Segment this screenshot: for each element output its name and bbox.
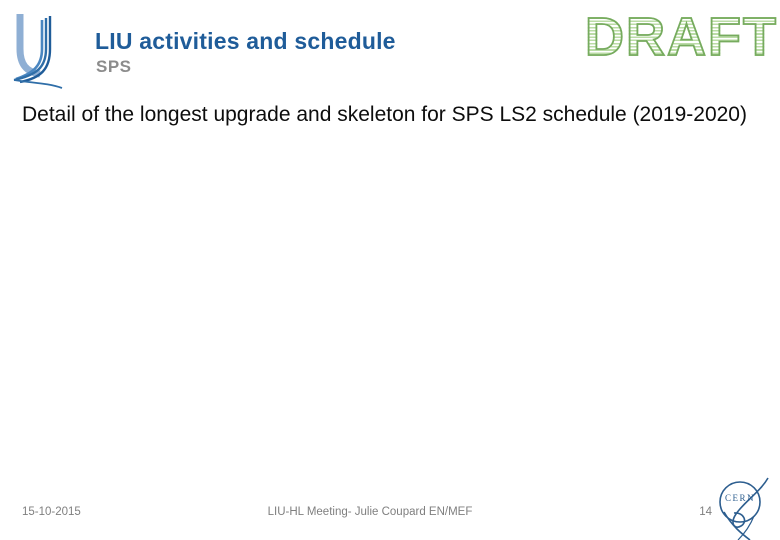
- footer-meeting: LIU-HL Meeting- Julie Coupard EN/MEF: [267, 506, 473, 518]
- footer-date: 15-10-2015: [22, 506, 81, 518]
- cern-logo-label: CERN: [725, 493, 755, 503]
- body-text: Detail of the longest upgrade and skelet…: [22, 103, 747, 126]
- footer-page-number: 14: [699, 506, 712, 518]
- page-title: LIU activities and schedule: [95, 28, 396, 54]
- page-subtitle: SPS: [96, 57, 132, 76]
- draft-watermark: DRAFT: [584, 6, 778, 68]
- liu-logo-icon: [13, 14, 63, 89]
- cern-logo-icon: CERN: [719, 477, 769, 540]
